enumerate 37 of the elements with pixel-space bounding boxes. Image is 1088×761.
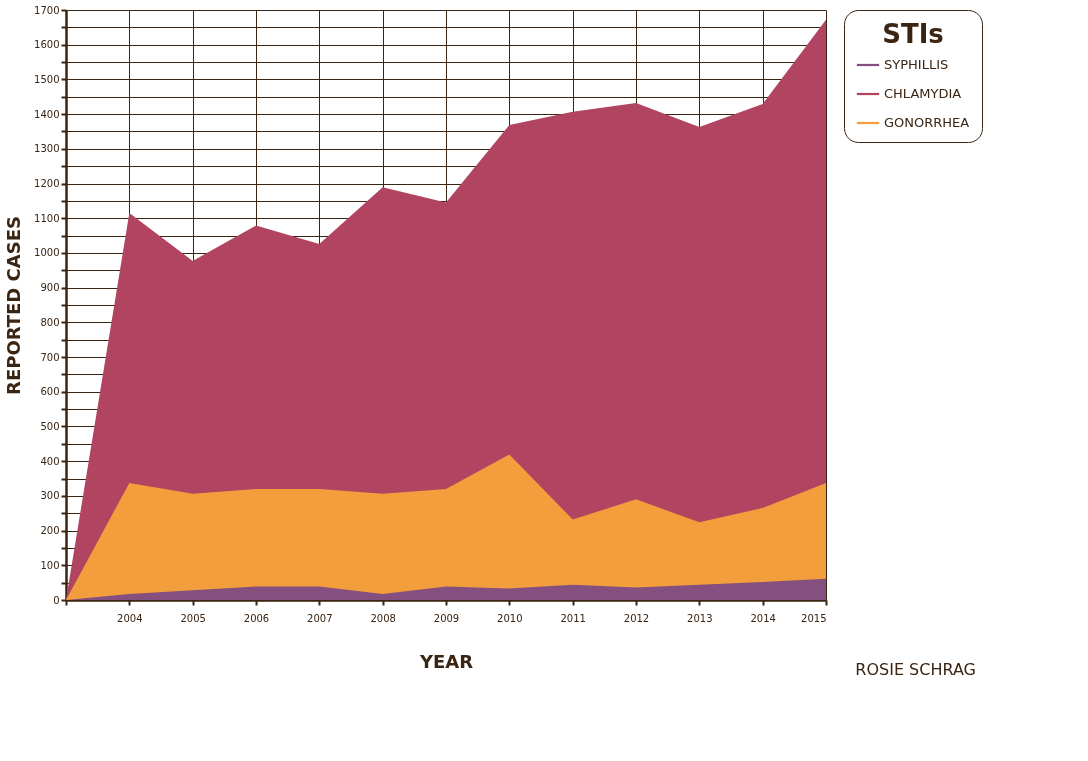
y-tick-label: 200	[40, 525, 60, 537]
y-tick-label: 900	[40, 282, 60, 294]
x-tick-label: 2007	[307, 612, 333, 624]
x-tick-label: 2014	[750, 612, 776, 624]
legend-label: GONORRHEA	[884, 115, 970, 130]
y-tick-label: 1600	[34, 39, 60, 51]
y-tick-label: 100	[40, 559, 60, 571]
x-axis-title: YEAR	[418, 650, 474, 672]
text: ROSIE SCHRAG	[855, 660, 976, 679]
y-tick-label: 800	[40, 316, 60, 328]
x-tick-label: 2012	[623, 612, 650, 624]
legend-title: STIs	[882, 19, 944, 49]
x-tick-label: 2008	[370, 612, 396, 624]
x-tick-label: 2005	[180, 612, 206, 624]
legend-label: SYPHILLIS	[884, 57, 949, 72]
y-tick-label: 600	[40, 386, 60, 398]
y-tick-label: 1500	[34, 73, 60, 85]
y-tick-label: 300	[40, 490, 60, 502]
x-tick-label: 2010	[497, 612, 523, 624]
y-tick-label: 1400	[34, 108, 60, 120]
x-tick-label: 2004	[117, 612, 143, 624]
y-tick-label: 400	[40, 455, 60, 467]
legend-label: CHLAMYDIA	[884, 86, 962, 101]
x-tick-label: 2006	[243, 612, 270, 624]
x-tick-label: 2015	[801, 612, 827, 624]
y-tick-label: 1100	[34, 212, 60, 224]
y-tick-label: 700	[40, 351, 60, 363]
y-tick-label: 1200	[34, 178, 60, 190]
y-tick-label: 1700	[34, 4, 60, 16]
y-axis-title: REPORTED CASES	[3, 216, 25, 395]
x-tick-label: 2013	[687, 612, 713, 624]
y-tick-label: 500	[40, 420, 60, 432]
y-tick-label: 1300	[34, 143, 60, 155]
y-tick-label: 1000	[34, 247, 60, 259]
x-tick-label: 2011	[560, 612, 586, 624]
x-tick-label: 2009	[433, 612, 460, 624]
y-tick-label: 0	[53, 594, 60, 606]
